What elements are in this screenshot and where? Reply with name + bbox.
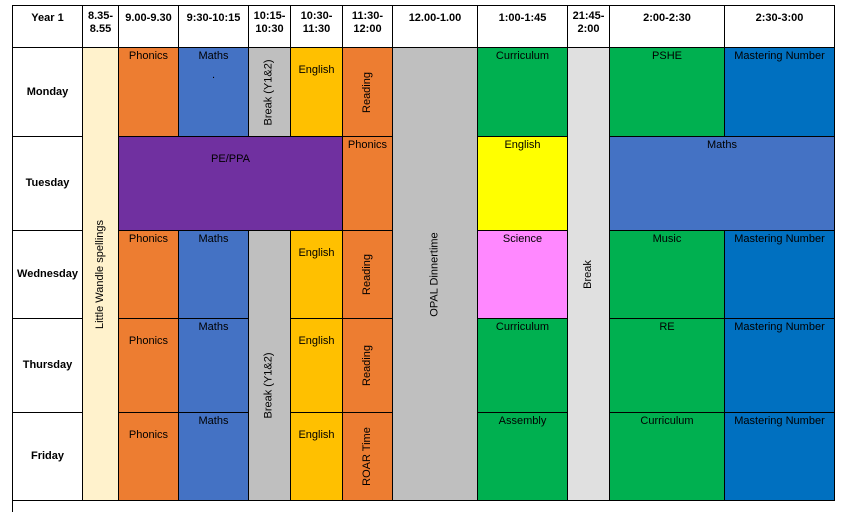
header-cell: Year 1: [12, 5, 83, 48]
maths-dot: .: [211, 69, 216, 81]
lesson-cell: Curriculum: [477, 47, 568, 137]
day-label: Monday: [12, 47, 83, 137]
header-cell: 9.00-9.30: [118, 5, 179, 48]
little-wandle-cell: Little Wandle spellings: [82, 47, 119, 501]
day-label: Friday: [12, 412, 83, 501]
lesson-cell: Phonics: [118, 230, 179, 319]
roar-cell: ROAR Time: [342, 412, 393, 501]
lesson-cell: Mastering Number: [724, 230, 835, 319]
reading-cell: Reading: [342, 47, 393, 137]
lesson-cell: Maths: [178, 230, 249, 319]
little-wandle-cell-label: Little Wandle spellings: [94, 219, 107, 329]
lesson-cell: Phonics: [118, 412, 179, 501]
header-cell: 10:15- 10:30: [248, 5, 291, 48]
lesson-cell: Maths: [178, 318, 249, 413]
header-cell: 11:30- 12:00: [342, 5, 393, 48]
reading-cell: Reading: [342, 230, 393, 319]
reading-cell: Reading: [342, 318, 393, 413]
lesson-cell: Phonics: [342, 136, 393, 231]
header-cell: 10:30- 11:30: [290, 5, 343, 48]
lesson-cell: English: [290, 230, 343, 319]
lesson-cell: Assembly: [477, 412, 568, 501]
roar-cell-label: ROAR Time: [361, 427, 373, 486]
afternoon-break-cell-label: Break: [582, 259, 594, 289]
break-cell-label: Break (Y1&2): [263, 352, 275, 419]
header-cell: 2:00-2:30: [609, 5, 725, 48]
lesson-cell: RE: [609, 318, 725, 413]
lesson-cell: English: [290, 412, 343, 501]
lesson-cell: Curriculum: [477, 318, 568, 413]
lesson-cell: Maths: [178, 412, 249, 501]
lesson-cell: Science: [477, 230, 568, 319]
header-cell: 2:30-3:00: [724, 5, 835, 48]
table-border-stub: [12, 500, 13, 512]
reading-cell-label: Reading: [360, 254, 373, 295]
day-label: Wednesday: [12, 230, 83, 319]
header-cell: 12.00-1.00: [392, 5, 478, 48]
reading-cell-label: Reading: [360, 71, 373, 113]
break-cell: Break (Y1&2): [248, 47, 291, 137]
header-cell: 1:00-1:45: [477, 5, 568, 48]
dinner-cell-label: OPAL Dinnertime: [428, 231, 441, 317]
lesson-cell: Music: [609, 230, 725, 319]
header-cell: 8.35- 8.55: [82, 5, 119, 48]
lesson-cell: PE/PPA: [118, 136, 343, 231]
lesson-cell: Maths.: [178, 47, 249, 137]
lesson-cell: Mastering Number: [724, 318, 835, 413]
header-cell: 9:30-10:15: [178, 5, 249, 48]
break-cell-label: Break (Y1&2): [263, 58, 275, 126]
lesson-cell: Maths: [609, 136, 835, 231]
reading-cell-label: Reading: [360, 345, 373, 386]
header-cell: 21:45- 2:00: [567, 5, 610, 48]
lesson-cell: English: [290, 47, 343, 137]
lesson-cell: Mastering Number: [724, 47, 835, 137]
lesson-cell: English: [290, 318, 343, 413]
break-cell: Break (Y1&2): [248, 230, 291, 501]
day-label: Thursday: [12, 318, 83, 413]
afternoon-break-cell: Break: [567, 47, 610, 501]
lesson-cell: English: [477, 136, 568, 231]
lesson-cell: Phonics: [118, 47, 179, 137]
lesson-cell: Mastering Number: [724, 412, 835, 501]
lesson-cell: Phonics: [118, 318, 179, 413]
dinner-cell: OPAL Dinnertime: [392, 47, 478, 501]
lesson-cell: Curriculum: [609, 412, 725, 501]
lesson-cell: PSHE: [609, 47, 725, 137]
day-label: Tuesday: [12, 136, 83, 231]
